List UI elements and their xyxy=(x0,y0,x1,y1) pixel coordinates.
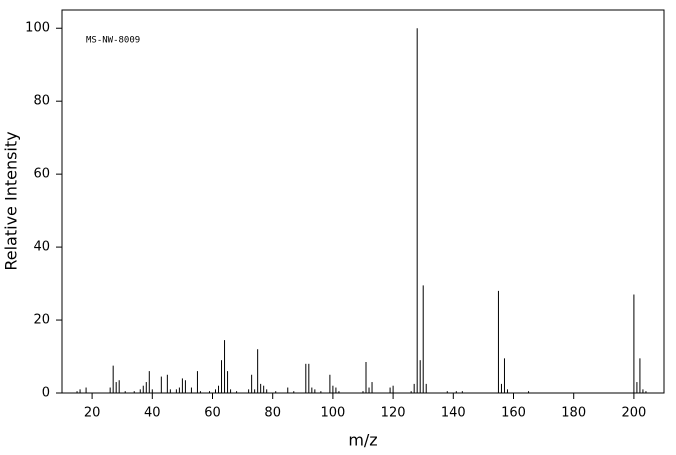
x-axis-label: m/z xyxy=(348,431,377,450)
y-tick-label: 100 xyxy=(25,21,50,36)
x-tick-label: 80 xyxy=(264,406,281,421)
x-tick-label: 60 xyxy=(204,406,221,421)
x-tick-label: 120 xyxy=(381,406,406,421)
x-tick-label: 20 xyxy=(84,406,101,421)
x-tick-label: 200 xyxy=(621,406,646,421)
x-tick-label: 40 xyxy=(144,406,161,421)
x-tick-label: 100 xyxy=(320,406,345,421)
y-tick-label: 20 xyxy=(33,313,50,328)
x-tick-label: 180 xyxy=(561,406,586,421)
y-tick-label: 0 xyxy=(42,386,50,401)
plot-frame xyxy=(61,9,665,394)
y-axis-label: Relative Intensity xyxy=(2,131,21,270)
y-tick-label: 40 xyxy=(33,240,50,255)
annotation: MS-NW-8009 xyxy=(86,36,140,46)
x-tick-label: 140 xyxy=(441,406,466,421)
y-tick-label: 60 xyxy=(33,167,50,182)
y-tick-label: 80 xyxy=(33,94,50,109)
x-tick-label: 160 xyxy=(501,406,526,421)
